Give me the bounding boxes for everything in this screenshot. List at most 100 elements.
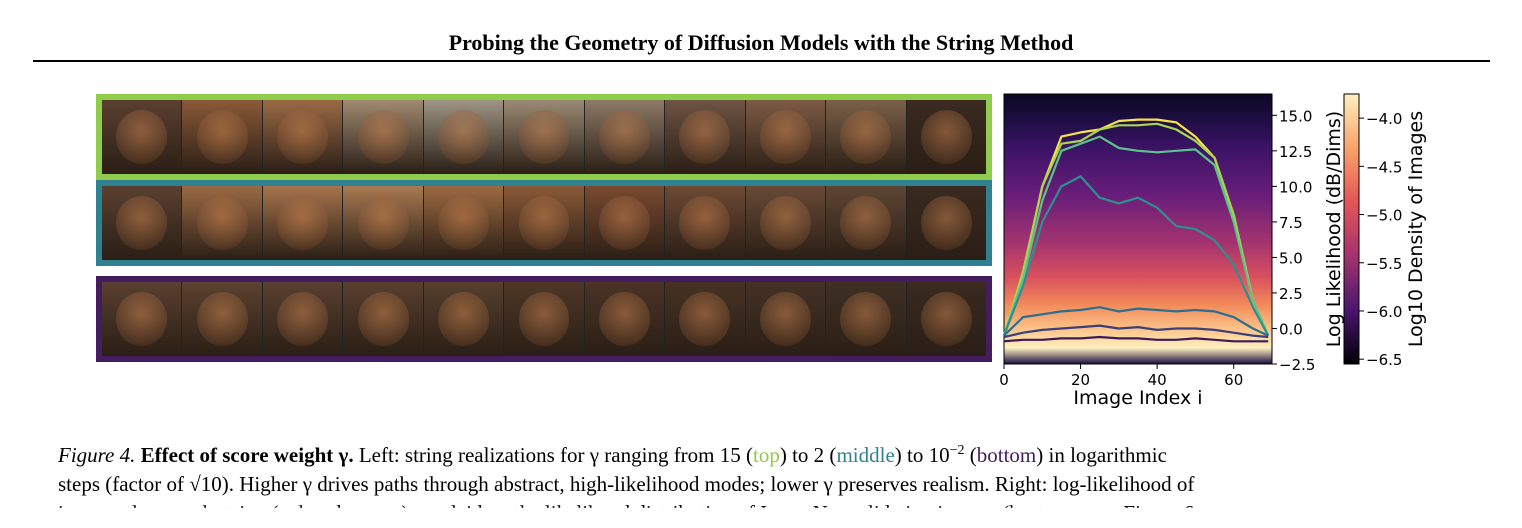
beaver-image-tile (665, 186, 745, 260)
beaver-shape (116, 292, 168, 346)
y-tick-label: −2.5 (1279, 356, 1315, 374)
beaver-image-tile (584, 100, 665, 174)
beaver-shape (196, 196, 248, 250)
tile-row (102, 282, 986, 356)
beaver-shape (438, 196, 489, 250)
colorbar-ticks: −4.0 −4.5 −5.0 −5.5 −6.0 −6.5 (1359, 110, 1402, 369)
beaver-shape (679, 292, 731, 346)
beaver-shape (840, 196, 892, 250)
beaver-image-tile (343, 100, 423, 174)
beaver-image-tile (584, 282, 665, 356)
series-lines (1002, 118, 1270, 343)
colorbar-label: Log10 Density of Images (1405, 111, 1427, 347)
beaver-shape (599, 110, 650, 164)
beaver-image-tile (182, 186, 262, 260)
beaver-image-tile (102, 186, 182, 260)
beaver-image-tile (102, 282, 182, 356)
beaver-image-tile (745, 282, 826, 356)
beaver-shape (679, 196, 731, 250)
series-line (1003, 324, 1269, 339)
beaver-shape (116, 110, 168, 164)
y-tick-label: 5.0 (1279, 249, 1303, 267)
beaver-shape (920, 110, 972, 164)
caption-text: ) to 2 ( (779, 443, 837, 467)
beaver-image-tile (504, 186, 584, 260)
beaver-shape (438, 292, 489, 346)
beaver-image-tile (423, 100, 504, 174)
beaver-shape (599, 292, 650, 346)
caption-top: top (753, 443, 780, 467)
caption-line-1: Figure 4. Effect of score weight γ. Left… (58, 436, 1468, 470)
y-tick-label: 2.5 (1279, 285, 1303, 303)
beaver-shape (518, 196, 570, 250)
series-line (1002, 122, 1270, 337)
beaver-shape (759, 196, 811, 250)
series-line (1003, 335, 1269, 343)
strip-top-gamma-15 (96, 94, 992, 180)
beaver-image-tile (745, 186, 826, 260)
y-tick-label: 10.0 (1279, 178, 1312, 196)
beaver-shape (518, 110, 570, 164)
beaver-shape (277, 196, 329, 250)
series-line (1003, 306, 1269, 337)
caption-text: ) to 10 (894, 443, 950, 467)
beaver-image-tile (262, 282, 343, 356)
caption-label: Figure 4. (58, 443, 136, 467)
y-tick-label: 15.0 (1279, 107, 1312, 125)
beaver-image-tile (906, 282, 986, 356)
caption-text: ) in logarithmic (1036, 443, 1167, 467)
beaver-shape (277, 110, 329, 164)
x-tick-label: 20 (1071, 371, 1090, 389)
beaver-shape (679, 110, 731, 164)
beaver-image-tile (182, 282, 262, 356)
beaver-image-tile (262, 186, 343, 260)
beaver-image-tile (826, 282, 906, 356)
colorbar (1343, 93, 1360, 365)
x-axis-label: Image Index i (1073, 387, 1202, 409)
beaver-image-tile (906, 186, 986, 260)
beaver-image-tile (665, 100, 745, 174)
page-title: Probing the Geometry of Diffusion Models… (448, 30, 1074, 55)
beaver-shape (116, 196, 168, 250)
beaver-image-tile (343, 282, 423, 356)
caption-bold: Effect of score weight γ. (140, 443, 354, 467)
beaver-shape (357, 110, 409, 164)
caption-bottom: bottom (976, 443, 1037, 467)
series-line (1002, 175, 1270, 337)
beaver-image-tile (584, 186, 665, 260)
beaver-image-tile (262, 100, 343, 174)
colorbar-tick-label: −4.5 (1366, 158, 1402, 176)
x-axis: 0 20 40 60 (999, 364, 1243, 389)
beaver-shape (840, 292, 892, 346)
y-tick-label: 12.5 (1279, 143, 1312, 161)
beaver-image-tile (423, 282, 504, 356)
strip-bottom-gamma-0.01 (96, 276, 992, 362)
x-tick-label: 60 (1224, 371, 1243, 389)
strip-middle-gamma-2 (96, 180, 992, 266)
colorbar-tick-label: −6.5 (1366, 351, 1402, 369)
y-axis: −2.5 0.0 2.5 5.0 7.5 10.0 12.5 15.0 (1272, 107, 1315, 374)
tile-row (102, 100, 986, 174)
x-tick-label: 40 (1148, 371, 1167, 389)
beaver-shape (920, 292, 972, 346)
colorbar-tick-label: −5.0 (1366, 207, 1402, 225)
beaver-shape (196, 292, 248, 346)
beaver-shape (357, 292, 409, 346)
beaver-image-tile (826, 100, 906, 174)
x-tick-label: 0 (999, 371, 1009, 389)
beaver-image-tile (504, 282, 584, 356)
beaver-image-tile (423, 186, 504, 260)
beaver-shape (357, 196, 409, 250)
beaver-image-tile (826, 186, 906, 260)
y-tick-label: 7.5 (1279, 214, 1303, 232)
beaver-image-tile (745, 100, 826, 174)
colorbar-tick-label: −6.0 (1366, 303, 1402, 321)
beaver-shape (518, 292, 570, 346)
caption-text: Left: string realizations for γ ranging … (358, 443, 754, 467)
caption-line-2: steps (factor of √10). Higher γ drives p… (58, 472, 1195, 496)
beaver-shape (196, 110, 248, 164)
figure-caption: Figure 4. Effect of score weight γ. Left… (58, 436, 1468, 528)
series-line (1002, 135, 1270, 337)
beaver-shape (599, 196, 650, 250)
beaver-image-tile (102, 100, 182, 174)
